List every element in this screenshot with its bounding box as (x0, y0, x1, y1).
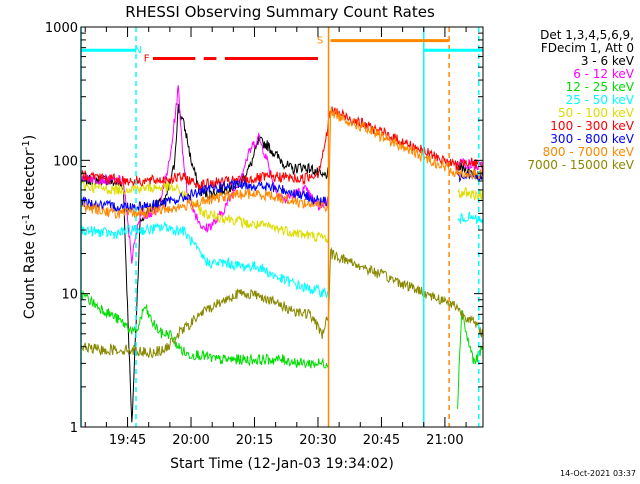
series-line (457, 186, 484, 201)
y-label-part: ) (22, 135, 38, 140)
series-line (80, 106, 484, 191)
flag-label: S (317, 36, 323, 47)
y-label-part: detector (22, 150, 38, 214)
legend-entry: 100 - 300 keV (550, 119, 634, 133)
x-tick-label: 20:15 (236, 433, 273, 448)
y-tick-label: 1 (70, 421, 78, 436)
legend-header: FDecim 1, Att 0 (541, 41, 634, 55)
legend-entry: 7000 - 15000 keV (527, 158, 634, 172)
y-axis-label: Count Rate (s-1 detector-1) (21, 135, 39, 319)
flag-label: N (134, 45, 141, 56)
x-tick-label: 21:00 (426, 433, 463, 448)
series-line (80, 180, 329, 244)
chart-title: RHESSI Observing Summary Count Rates (125, 3, 435, 21)
series-line (457, 158, 484, 172)
y-label-exponent: -1 (21, 140, 32, 150)
axes-layer: 1 10 100 1000 19:45 20:00 20:15 20:30 20:45 21:00 (45, 21, 483, 448)
legend-entry: 800 - 7000 keV (543, 145, 635, 159)
y-tick-label: 10 (61, 288, 78, 303)
x-axis-label: Start Time (12-Jan-03 19:34:02) (170, 456, 394, 472)
x-tick-label: 20:30 (299, 433, 336, 448)
series-line (80, 103, 329, 423)
legend: Det 1,3,4,5,6,9, FDecim 1, Att 0 3 - 6 k… (527, 28, 634, 172)
y-tick-label: 100 (53, 154, 78, 169)
legend-entry: 3 - 6 keV (581, 54, 635, 68)
legend-entry: 12 - 25 keV (566, 80, 635, 94)
legend-entry: 25 - 50 keV (566, 93, 635, 107)
flag-label: F (144, 54, 150, 65)
legend-header: Det 1,3,4,5,6,9, (540, 28, 634, 42)
legend-entry: 6 - 12 keV (573, 67, 635, 81)
y-label-exponent: -1 (21, 214, 32, 224)
x-tick-label: 19:45 (109, 433, 146, 448)
y-label-part: Count Rate (s (22, 224, 38, 319)
legend-entry: 50 - 100 keV (558, 106, 635, 120)
series-line (80, 290, 329, 369)
legend-entry: 300 - 800 keV (550, 132, 634, 146)
series-line (80, 221, 329, 300)
y-tick-label: 1000 (45, 21, 78, 36)
footer-timestamp: 14-Oct-2021 03:37 (560, 469, 636, 478)
plot-frame (80, 26, 484, 428)
series-layer (80, 85, 484, 423)
series-line (80, 107, 484, 219)
x-tick-label: 20:45 (363, 433, 400, 448)
series-line (80, 178, 329, 212)
series-line (80, 246, 484, 359)
x-tick-label: 20:00 (172, 433, 209, 448)
